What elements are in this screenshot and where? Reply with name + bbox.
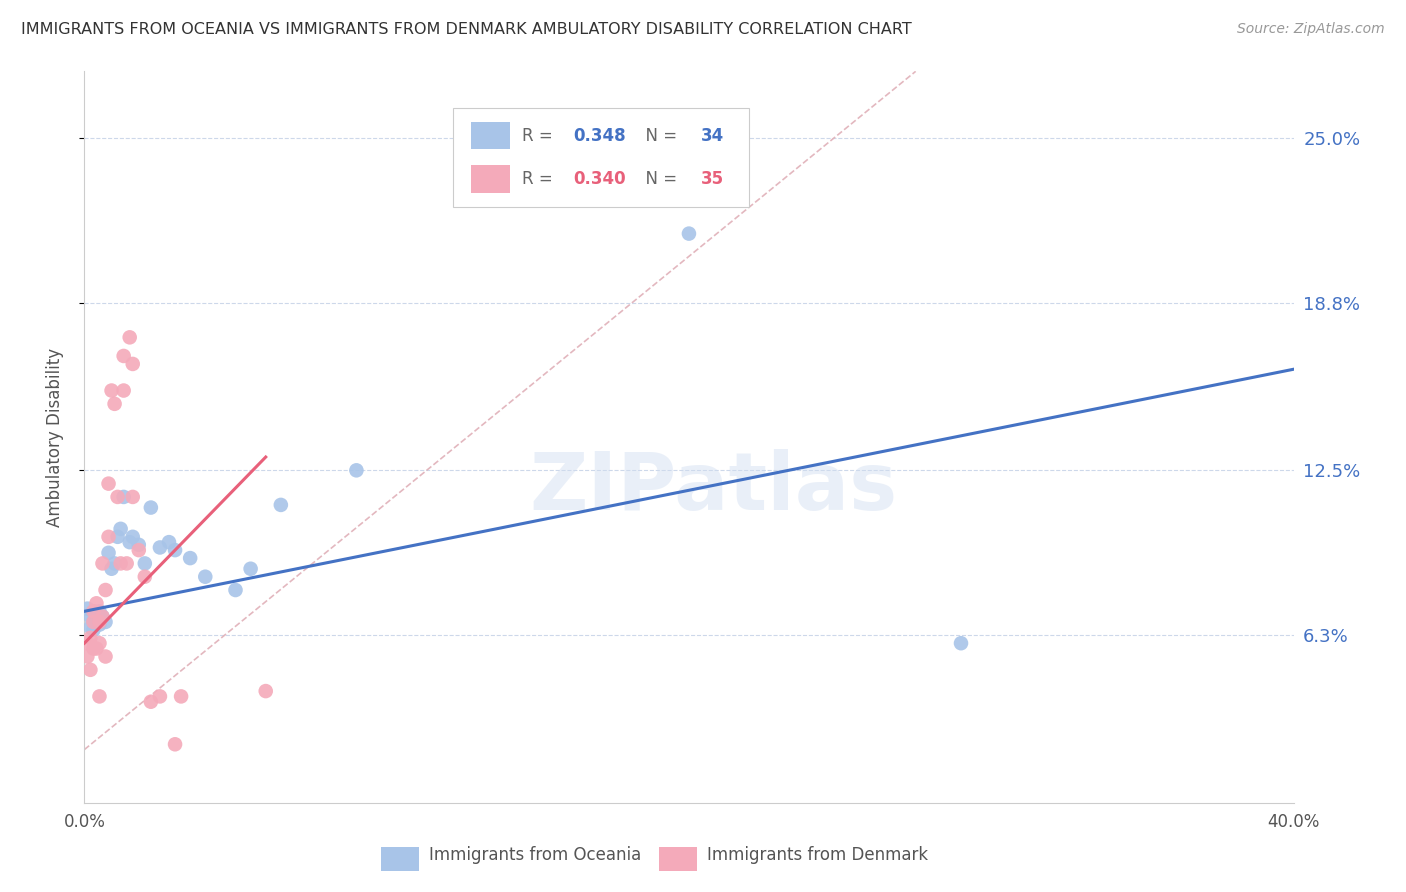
Point xyxy=(86,596,108,610)
Point xyxy=(157,535,180,549)
Point xyxy=(91,557,114,571)
Point xyxy=(104,557,127,571)
Point xyxy=(121,357,143,371)
Point xyxy=(118,535,141,549)
Point xyxy=(79,609,101,624)
Point xyxy=(346,463,368,477)
Text: 0.340: 0.340 xyxy=(572,170,626,188)
Point xyxy=(79,663,101,677)
Point xyxy=(76,636,98,650)
Text: IMMIGRANTS FROM OCEANIA VS IMMIGRANTS FROM DENMARK AMBULATORY DISABILITY CORRELA: IMMIGRANTS FROM OCEANIA VS IMMIGRANTS FR… xyxy=(21,22,912,37)
Text: Immigrants from Denmark: Immigrants from Denmark xyxy=(707,846,928,863)
Text: 34: 34 xyxy=(702,127,724,145)
Point xyxy=(270,498,292,512)
Point xyxy=(76,601,98,615)
Text: Source: ZipAtlas.com: Source: ZipAtlas.com xyxy=(1237,22,1385,37)
Point xyxy=(94,615,117,629)
Y-axis label: Ambulatory Disability: Ambulatory Disability xyxy=(45,348,63,526)
Point xyxy=(82,615,104,629)
Point xyxy=(89,690,111,704)
Text: R =: R = xyxy=(522,170,558,188)
Point xyxy=(86,609,108,624)
Point xyxy=(89,617,111,632)
Point xyxy=(149,541,172,555)
Point xyxy=(82,641,104,656)
Point xyxy=(121,490,143,504)
Point xyxy=(86,612,108,626)
Point xyxy=(82,604,104,618)
Point xyxy=(128,543,150,558)
Text: ZIPatlas: ZIPatlas xyxy=(529,450,897,527)
Point xyxy=(107,490,129,504)
Point xyxy=(170,690,193,704)
Point xyxy=(118,330,141,344)
Point xyxy=(91,609,114,624)
Point xyxy=(76,649,98,664)
Point xyxy=(115,557,138,571)
Point xyxy=(112,349,135,363)
Point xyxy=(165,543,187,558)
Text: R =: R = xyxy=(522,127,558,145)
FancyBboxPatch shape xyxy=(659,847,697,871)
FancyBboxPatch shape xyxy=(453,108,749,207)
Point xyxy=(107,530,129,544)
Point xyxy=(79,620,101,634)
Point xyxy=(104,397,127,411)
Point xyxy=(82,604,104,618)
Point xyxy=(139,695,162,709)
Point xyxy=(94,649,117,664)
Point xyxy=(134,570,156,584)
Point xyxy=(89,636,111,650)
Point xyxy=(82,623,104,637)
Point xyxy=(239,562,262,576)
Point xyxy=(194,570,217,584)
Point xyxy=(225,582,247,597)
Text: Immigrants from Oceania: Immigrants from Oceania xyxy=(429,846,641,863)
Point xyxy=(112,490,135,504)
Point xyxy=(94,582,117,597)
Point xyxy=(112,384,135,398)
Point xyxy=(97,476,120,491)
Point xyxy=(82,615,104,629)
FancyBboxPatch shape xyxy=(471,121,510,150)
Point xyxy=(179,551,201,566)
Point xyxy=(139,500,162,515)
Point xyxy=(79,631,101,645)
Point xyxy=(100,384,122,398)
Point xyxy=(89,604,111,618)
Point xyxy=(254,684,277,698)
FancyBboxPatch shape xyxy=(471,165,510,193)
Point xyxy=(89,615,111,629)
Text: N =: N = xyxy=(634,127,682,145)
Point xyxy=(134,557,156,571)
Text: 0.348: 0.348 xyxy=(572,127,626,145)
Point xyxy=(100,562,122,576)
Point xyxy=(86,641,108,656)
Point xyxy=(91,609,114,624)
Point xyxy=(121,530,143,544)
Point xyxy=(950,636,973,650)
Text: 35: 35 xyxy=(702,170,724,188)
FancyBboxPatch shape xyxy=(381,847,419,871)
Point xyxy=(110,522,132,536)
Point xyxy=(165,737,187,751)
Point xyxy=(97,530,120,544)
Text: N =: N = xyxy=(634,170,682,188)
Point xyxy=(110,557,132,571)
Point xyxy=(97,546,120,560)
Point xyxy=(149,690,172,704)
Point xyxy=(128,538,150,552)
Point xyxy=(678,227,700,241)
